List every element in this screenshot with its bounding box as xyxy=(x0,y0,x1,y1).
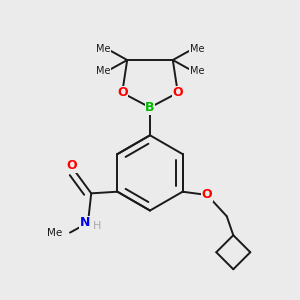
Text: O: O xyxy=(202,188,212,202)
Text: Me: Me xyxy=(46,228,62,238)
Text: Me: Me xyxy=(96,66,110,76)
Text: Me: Me xyxy=(190,44,204,54)
Text: Me: Me xyxy=(96,44,110,54)
Text: Me: Me xyxy=(190,66,204,76)
Text: N: N xyxy=(80,216,90,229)
Text: B: B xyxy=(145,101,155,114)
Text: O: O xyxy=(117,86,128,99)
Text: O: O xyxy=(66,159,77,172)
Text: O: O xyxy=(172,86,183,99)
Text: H: H xyxy=(93,221,101,231)
